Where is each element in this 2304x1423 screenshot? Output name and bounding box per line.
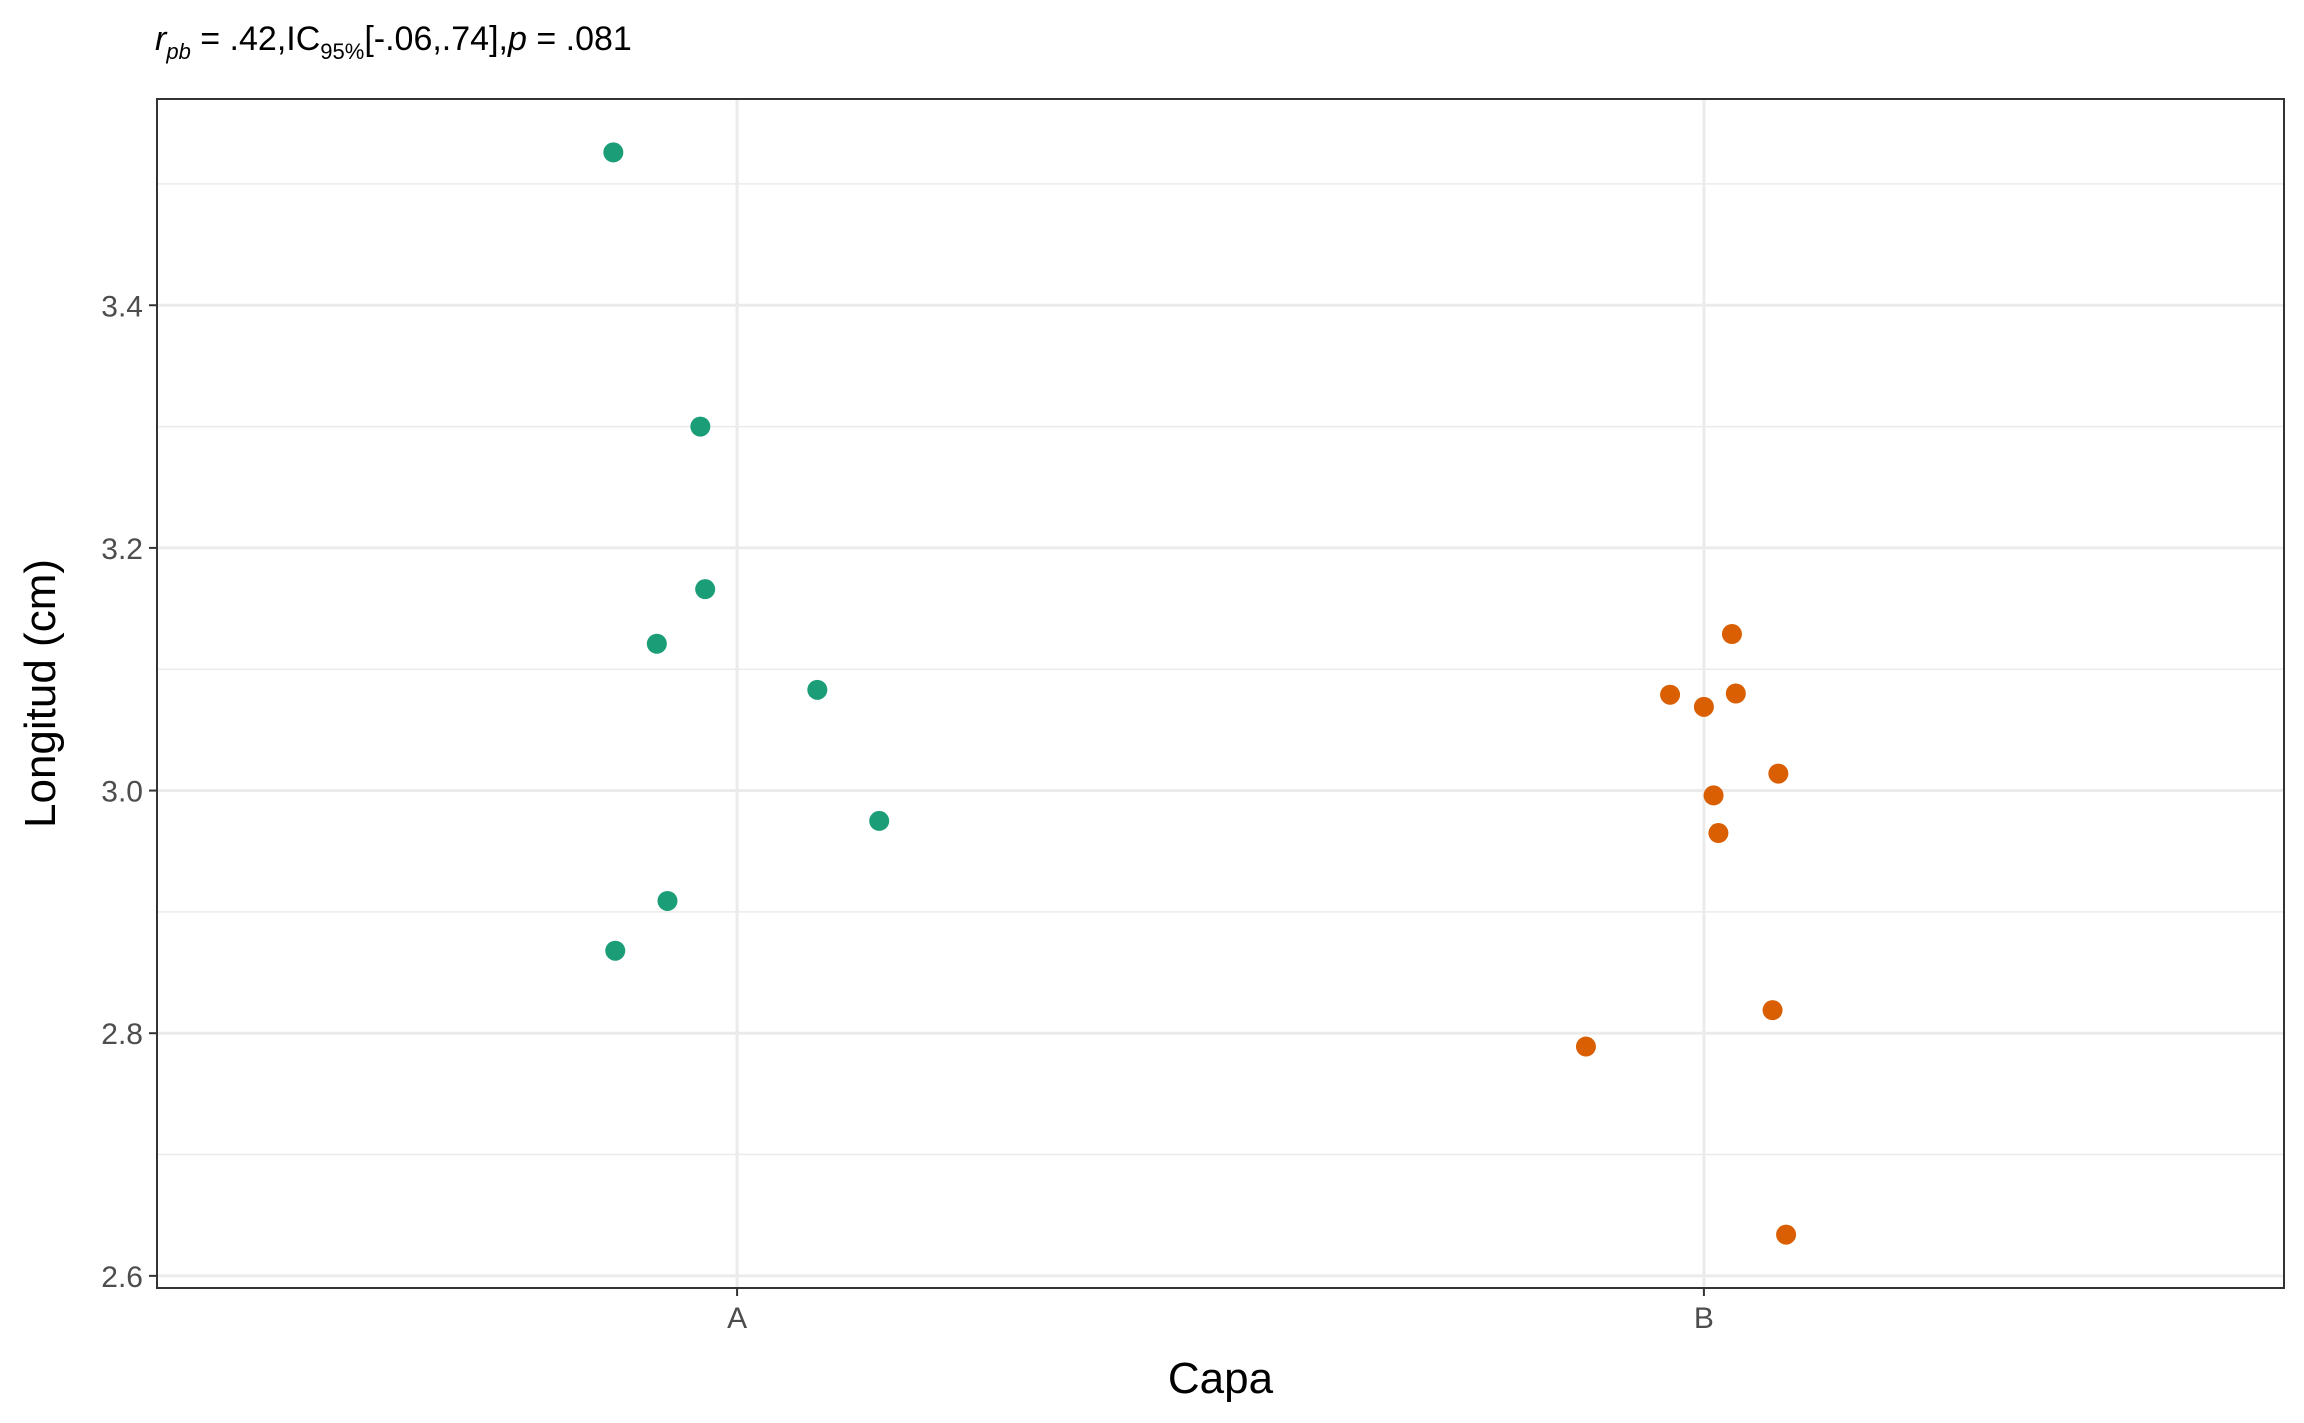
y-tick-label: 2.8 [101,1018,143,1051]
data-point-a [646,633,667,654]
ci-label: IC [286,20,320,58]
point-layer [603,142,1797,1245]
r-value: = .42, [191,20,286,58]
y-tick-label: 3.0 [101,776,143,809]
p-value: = .081 [527,20,632,58]
data-point-a [807,679,828,700]
data-point-a [657,890,678,911]
x-tick-label: A [727,1302,747,1335]
data-point-a [605,940,626,961]
data-point-b [1703,785,1724,806]
ci-subscript: 95% [320,39,364,64]
data-point-b [1660,684,1681,705]
ci-value: [-.06,.74], [364,20,508,58]
x-tick-label: B [1694,1302,1714,1335]
axis-layer: 2.6 2.8 3.0 3.2 3.4 A B [101,290,1714,1335]
data-point-a [869,810,890,831]
data-point-b [1575,1036,1596,1057]
r-subscript: pb [165,39,190,64]
grid-layer [157,99,2284,1288]
plot-border [156,98,2285,1289]
data-point-b [1708,823,1729,844]
data-point-b [1693,696,1714,717]
y-tick-label: 3.4 [101,290,143,323]
data-point-b [1776,1224,1797,1245]
data-point-a [603,142,624,163]
x-axis-title: Capa [1168,1354,1274,1403]
r-symbol: r [155,20,168,58]
data-point-b [1768,763,1789,784]
p-symbol: p [507,20,527,58]
data-point-a [690,416,711,437]
data-point-b [1725,683,1746,704]
chart-subtitle: rpb = .42,IC95%[-.06,.74],p = .081 [155,20,632,64]
y-axis-title: Longitud (cm) [16,559,65,828]
data-point-b [1721,624,1742,645]
data-point-a [695,579,716,600]
y-tick-label: 3.2 [101,533,143,566]
data-point-b [1762,1000,1783,1021]
plot-panel [157,99,2284,1288]
y-tick-label: 2.6 [101,1261,143,1294]
